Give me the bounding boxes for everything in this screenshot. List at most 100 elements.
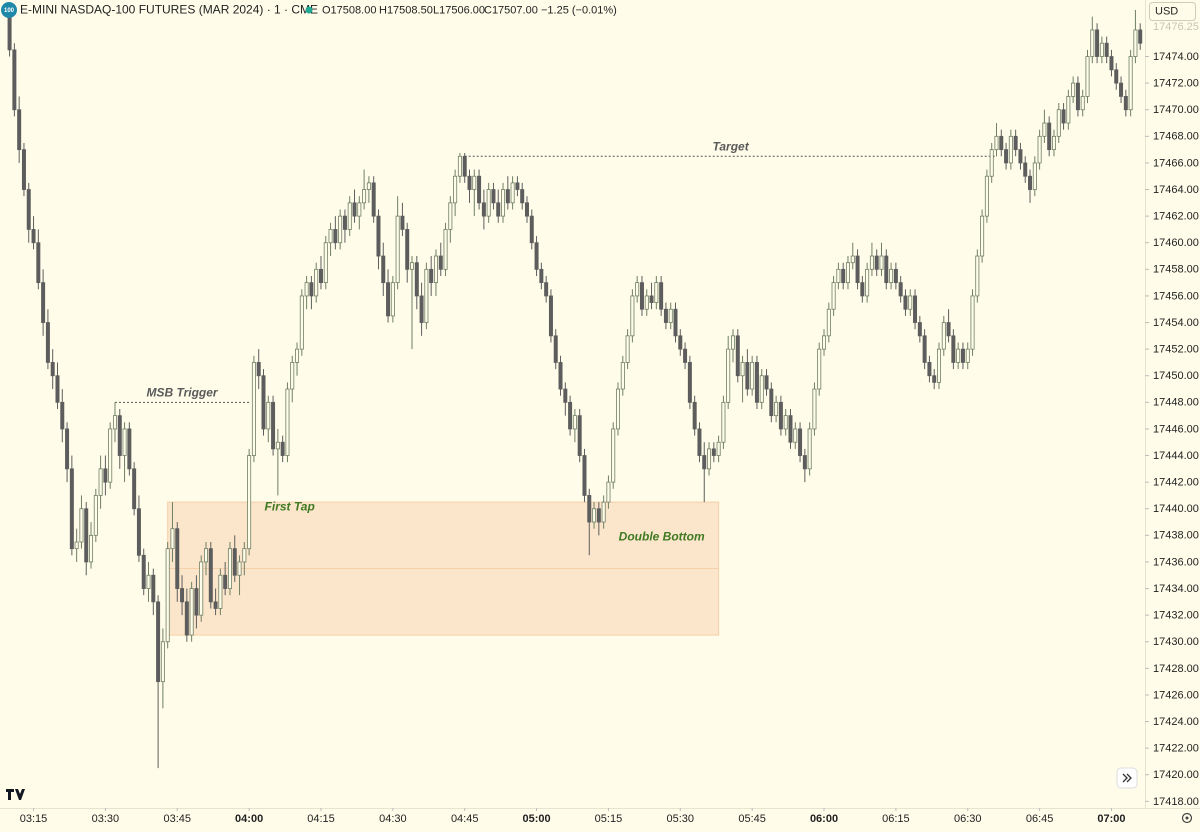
candle-body <box>716 441 721 456</box>
candle-body <box>89 534 94 563</box>
candle-body <box>860 282 865 297</box>
candle-body <box>333 229 338 244</box>
candle-body <box>477 175 482 204</box>
settings-button[interactable] <box>1181 812 1193 824</box>
settings-dot[interactable] <box>1185 816 1189 820</box>
candle-body <box>577 415 582 456</box>
scroll-icon[interactable] <box>1122 773 1132 783</box>
candle-body <box>199 561 204 616</box>
candle-body <box>1114 69 1119 84</box>
quote-low: L17506.00 <box>433 4 485 16</box>
candle-body <box>544 282 549 297</box>
candle-body <box>941 322 946 350</box>
candle-body <box>50 362 55 377</box>
candle-body <box>1090 29 1095 57</box>
candle-body <box>1023 162 1028 177</box>
candle-body <box>798 428 803 456</box>
currency-box[interactable] <box>1149 2 1196 21</box>
candle-body <box>1042 122 1047 137</box>
candle-body <box>1109 56 1114 71</box>
candle-body <box>45 322 50 363</box>
candle-body <box>117 415 122 456</box>
candle-body <box>663 308 668 323</box>
candle-body <box>778 401 783 430</box>
market-status <box>305 6 313 14</box>
candle-body <box>295 348 300 363</box>
candle-body <box>1066 96 1071 124</box>
scroll-button[interactable] <box>1116 767 1138 789</box>
candle-body <box>572 415 577 430</box>
candle-body <box>841 268 846 284</box>
candle-body <box>1037 135 1042 164</box>
candle-body <box>213 601 218 609</box>
candle-body <box>869 255 874 270</box>
candle-body <box>419 295 424 323</box>
settings-icon[interactable] <box>1181 812 1193 824</box>
candle-body <box>1119 82 1124 97</box>
candle-body <box>783 415 788 430</box>
currency-label[interactable]: USD <box>1155 5 1178 17</box>
candle-body <box>1138 29 1143 44</box>
candle-body <box>965 348 970 363</box>
candle-body <box>1061 109 1066 124</box>
candle-body <box>539 268 544 284</box>
candle-body <box>381 255 386 284</box>
candle-body <box>563 388 568 403</box>
candle-body <box>970 295 975 350</box>
candle-body <box>889 268 894 284</box>
x-tick-label: 05:15 <box>595 813 623 825</box>
candle-body <box>639 282 644 310</box>
quote-close: C17507.00 <box>484 4 538 16</box>
candle-body <box>975 255 980 297</box>
candle-body <box>69 468 74 550</box>
candle-body <box>132 468 137 510</box>
candle-body <box>1123 96 1128 111</box>
candle-body <box>146 574 151 589</box>
candle-body <box>347 202 352 230</box>
candle-body <box>520 189 525 204</box>
candle-body <box>745 362 750 390</box>
candle-body <box>486 189 491 217</box>
candle-body <box>448 202 453 230</box>
candle-body <box>750 362 755 390</box>
y-tick-label: 17442.00 <box>1153 477 1199 489</box>
candle-body <box>366 182 371 190</box>
candle-body <box>956 348 961 363</box>
candle-body <box>989 149 994 177</box>
candle-body <box>26 189 31 230</box>
x-tick-label: 06:00 <box>810 813 838 825</box>
candle-body <box>290 362 295 390</box>
candle-body <box>208 548 213 603</box>
candle-body <box>649 295 654 303</box>
candle-body <box>1047 122 1052 151</box>
candle-body <box>501 189 506 217</box>
candle-body <box>774 401 779 417</box>
y-tick-label: 17454.00 <box>1153 317 1199 329</box>
candle-body <box>932 375 937 383</box>
candle-body <box>1051 135 1056 151</box>
candle-body <box>606 481 611 503</box>
candle-body <box>481 202 486 217</box>
level-label: MSB Trigger <box>146 386 218 400</box>
candle-body <box>951 335 956 363</box>
candle-body <box>98 468 103 496</box>
candle-body <box>338 215 343 244</box>
candle-body <box>141 554 146 589</box>
x-tick-label: 03:15 <box>20 813 48 825</box>
candle-body <box>826 308 831 337</box>
candle-body <box>41 282 46 323</box>
candle-body <box>414 262 419 297</box>
candle-body <box>342 215 347 230</box>
currency-button[interactable]: USD <box>1149 2 1196 21</box>
candle-body <box>735 335 740 377</box>
candle-body <box>879 255 884 270</box>
candle-body <box>357 202 362 217</box>
x-tick-label: 04:45 <box>451 813 479 825</box>
candle-body <box>65 428 70 470</box>
plot-area: MSB Trigger Target First Tap Double Bottom <box>7 9 1143 769</box>
x-tick-label: 06:15 <box>882 813 910 825</box>
candle-body <box>1085 56 1090 97</box>
candle-body <box>625 335 630 363</box>
symbol-icon-text: 100 <box>4 8 15 14</box>
